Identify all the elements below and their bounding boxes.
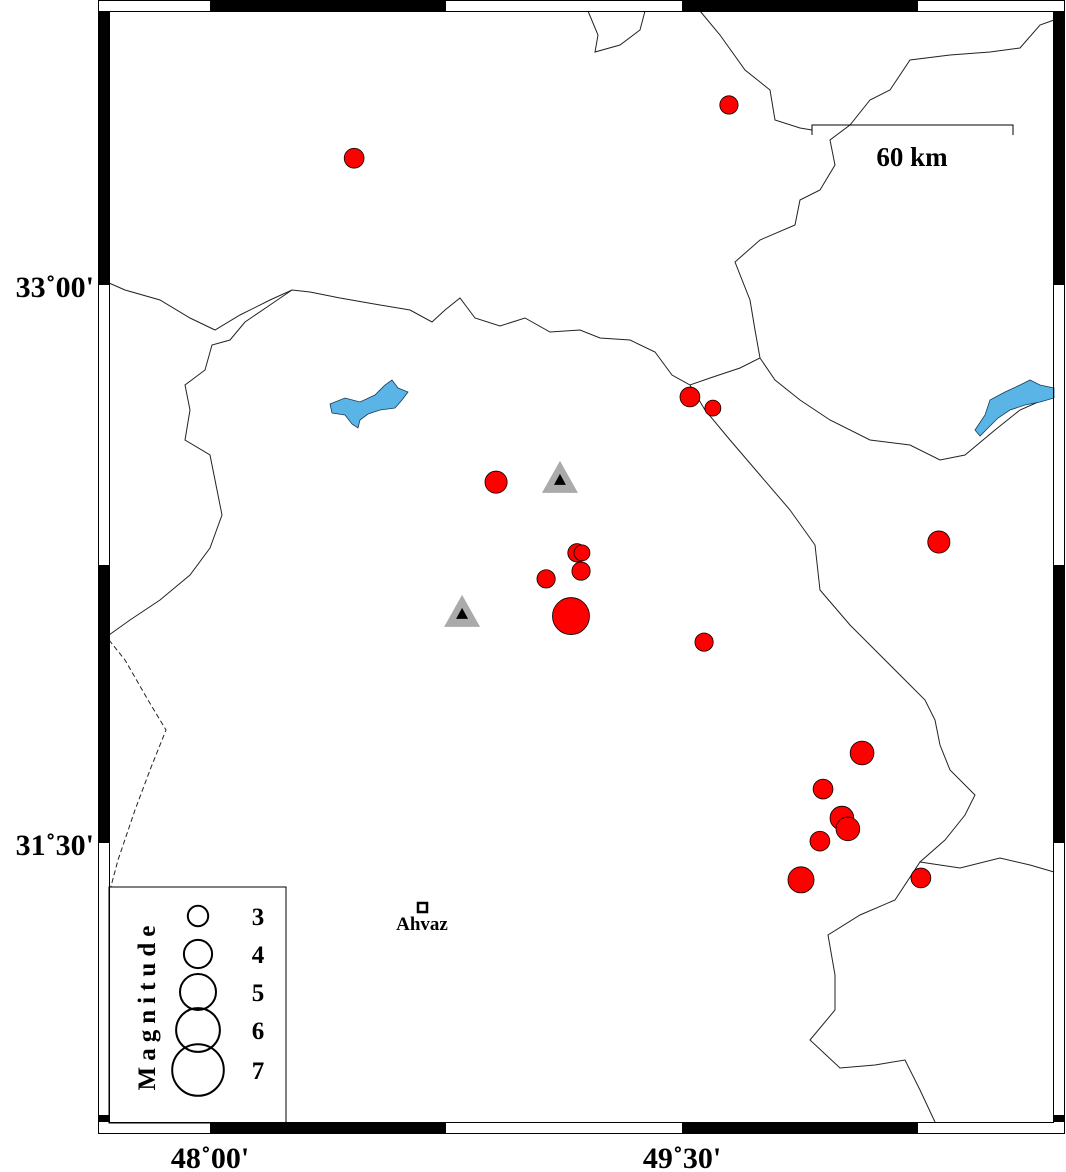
frame-bar-right <box>1054 1115 1064 1122</box>
frame-bar-top <box>210 1 446 11</box>
event-marker <box>552 597 590 635</box>
frame-bar-left <box>99 565 109 843</box>
event-marker <box>704 399 722 417</box>
legend-magnitude-label: 3 <box>252 904 265 931</box>
event-marker <box>679 386 701 408</box>
legend-magnitude-label: 4 <box>252 942 265 969</box>
event-marker <box>573 544 591 562</box>
event-marker <box>812 778 834 800</box>
northern-boundary <box>699 10 813 131</box>
frame-bar-right <box>1054 11 1064 285</box>
earthquake-events <box>343 95 951 894</box>
event-marker <box>536 569 556 589</box>
scale-bar-label: 60 km <box>876 142 948 172</box>
event-marker <box>694 632 714 652</box>
seismic-stations <box>444 460 578 627</box>
event-marker <box>910 867 932 889</box>
legend-circle <box>175 1007 221 1053</box>
outer-frame <box>98 0 1065 1134</box>
square-icon <box>416 901 429 914</box>
northern-boundary-2 <box>587 10 646 53</box>
province-boundary-east <box>759 357 1055 461</box>
station-inner-triangle-icon <box>456 607 469 619</box>
event-marker <box>571 561 591 581</box>
legend-circle <box>171 1043 225 1097</box>
event-marker <box>484 470 508 494</box>
x-tick-label: 48˚00' <box>171 1142 249 1172</box>
legend: Magnitude 3 4 5 6 7 <box>108 886 287 1124</box>
international-border <box>108 639 167 891</box>
southeast-boundary <box>919 857 1055 873</box>
legend-magnitude-label: 6 <box>252 1018 265 1045</box>
legend-circle <box>186 904 210 928</box>
event-marker <box>849 740 875 766</box>
map-frame <box>98 0 1065 1134</box>
y-tick-label: 33˚00' <box>16 271 94 304</box>
city-ahvaz: Ahvaz <box>396 901 448 935</box>
scale-bar: 60 km <box>811 124 1014 172</box>
legend-title: Magnitude <box>134 920 161 1091</box>
event-marker <box>343 147 365 169</box>
scale-bar-line <box>811 124 1014 135</box>
frame-bar-left <box>99 11 109 285</box>
western-boundary <box>108 289 293 636</box>
station-inner-triangle-icon <box>553 473 566 485</box>
river-boundary <box>689 384 976 1123</box>
y-tick-label: 31˚30' <box>16 829 94 862</box>
event-marker <box>927 530 951 554</box>
legend-magnitude-label: 5 <box>252 980 265 1007</box>
legend-circle <box>182 938 214 970</box>
inner-frame <box>109 11 1054 1123</box>
tick-labels: 48˚00' 49˚30' 33˚00' 31˚30' <box>16 271 722 1172</box>
lake-east <box>974 379 1055 437</box>
province-boundary <box>108 19 1055 386</box>
legend-magnitude-label: 7 <box>252 1058 265 1085</box>
frame-bar-bottom <box>210 1123 446 1133</box>
frame-bar-top <box>682 1 918 11</box>
event-marker <box>719 95 739 115</box>
city-label: Ahvaz <box>396 914 448 935</box>
frame-bar-left <box>99 1115 109 1122</box>
frame-bar-bottom <box>682 1123 918 1133</box>
event-marker <box>809 830 831 852</box>
boundary-lines <box>108 10 1055 1123</box>
event-marker <box>835 816 861 842</box>
lake-west <box>329 379 409 429</box>
x-tick-label: 49˚30' <box>643 1142 721 1172</box>
event-marker <box>787 866 815 894</box>
legend-circle <box>179 973 217 1011</box>
frame-bar-right <box>1054 565 1064 843</box>
